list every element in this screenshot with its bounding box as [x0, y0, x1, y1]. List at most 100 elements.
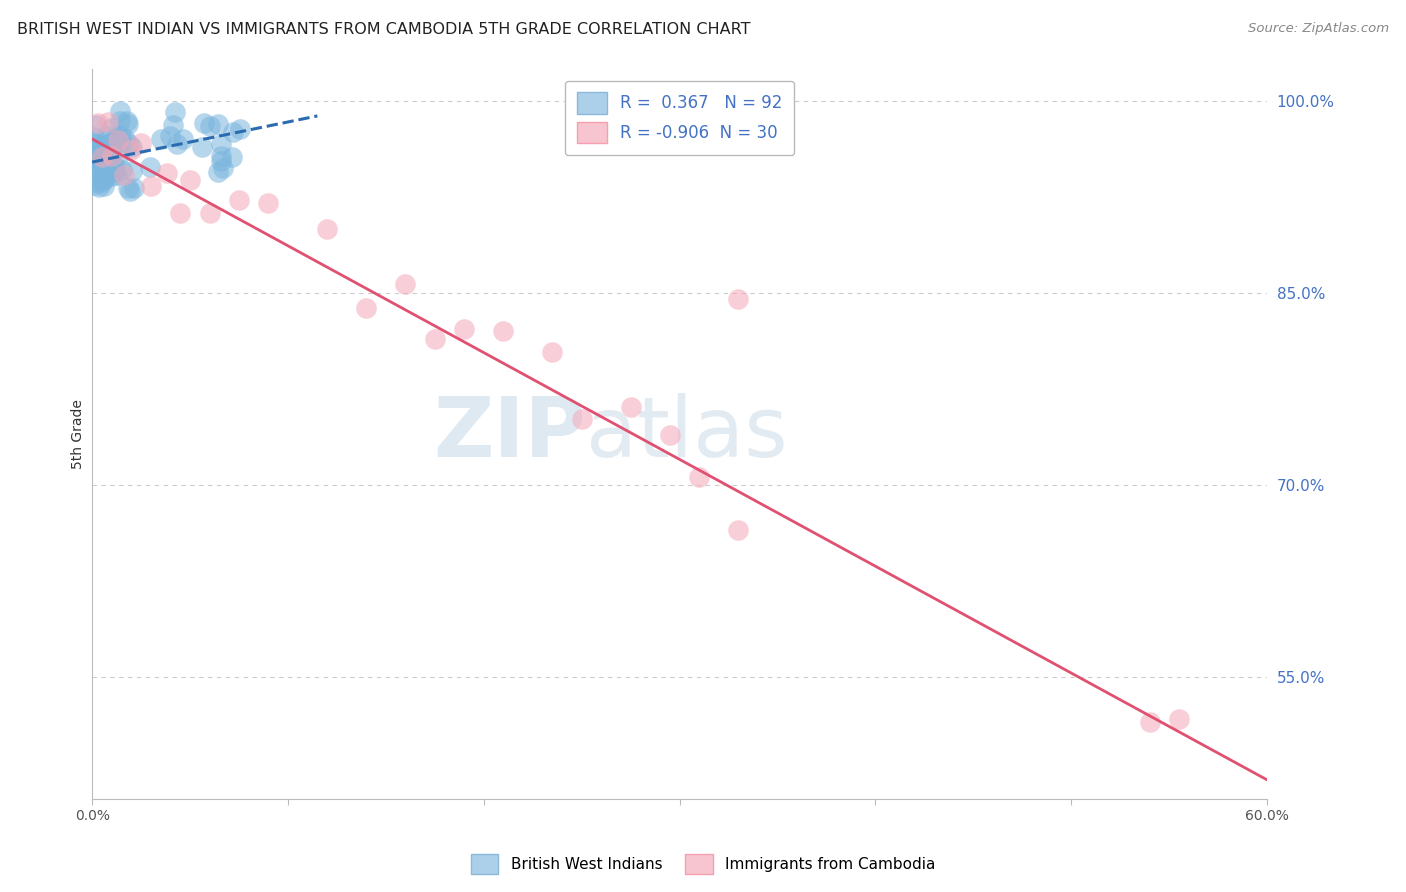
Point	[83, 147, 105, 161]
Point	[122, 181, 145, 195]
Point	[1139, 715, 1161, 730]
Point	[103, 164, 125, 178]
Point	[541, 344, 564, 359]
Point	[688, 469, 710, 483]
Point	[100, 141, 122, 155]
Point	[91, 158, 114, 172]
Legend: R =  0.367   N = 92, R = -0.906  N = 30: R = 0.367 N = 92, R = -0.906 N = 30	[565, 80, 794, 155]
Point	[84, 158, 107, 172]
Point	[159, 128, 181, 143]
Point	[94, 144, 117, 158]
Point	[83, 178, 105, 193]
Point	[97, 138, 120, 153]
Point	[91, 155, 114, 169]
Point	[169, 205, 191, 219]
Point	[110, 114, 132, 128]
Text: Source: ZipAtlas.com: Source: ZipAtlas.com	[1249, 22, 1389, 36]
Point	[139, 179, 162, 194]
Point	[83, 136, 105, 150]
Point	[100, 139, 122, 153]
Point	[209, 137, 232, 152]
Point	[89, 162, 111, 177]
Point	[96, 149, 118, 163]
Point	[316, 221, 339, 235]
Point	[89, 156, 111, 170]
Point	[83, 129, 105, 144]
Point	[87, 116, 110, 130]
Point	[101, 169, 124, 184]
Point	[211, 149, 233, 163]
Point	[97, 151, 120, 165]
Text: ZIP: ZIP	[433, 393, 586, 475]
Point	[91, 136, 114, 151]
Point	[117, 137, 139, 152]
Point	[229, 122, 252, 136]
Point	[91, 173, 114, 187]
Point	[86, 161, 108, 175]
Point	[100, 121, 122, 136]
Point	[103, 139, 125, 153]
Point	[727, 523, 749, 537]
Point	[110, 128, 132, 143]
Point	[727, 292, 749, 306]
Point	[98, 160, 121, 174]
Point	[93, 155, 115, 169]
Point	[198, 206, 221, 220]
Point	[107, 133, 129, 147]
Point	[100, 147, 122, 161]
Text: atlas: atlas	[586, 393, 787, 475]
Point	[98, 162, 121, 177]
Point	[93, 146, 115, 161]
Point	[83, 140, 105, 154]
Point	[105, 169, 128, 183]
Point	[93, 171, 115, 186]
Point	[117, 117, 139, 131]
Point	[90, 176, 112, 190]
Point	[1167, 712, 1189, 726]
Point	[93, 179, 115, 194]
Text: BRITISH WEST INDIAN VS IMMIGRANTS FROM CAMBODIA 5TH GRADE CORRELATION CHART: BRITISH WEST INDIAN VS IMMIGRANTS FROM C…	[17, 22, 751, 37]
Point	[423, 332, 446, 346]
Point	[104, 131, 127, 145]
Point	[103, 160, 125, 174]
Point	[111, 163, 134, 178]
Point	[96, 160, 118, 174]
Point	[163, 105, 186, 120]
Point	[207, 165, 229, 179]
Legend: British West Indians, Immigrants from Cambodia: British West Indians, Immigrants from Ca…	[465, 848, 941, 880]
Point	[87, 179, 110, 194]
Point	[94, 158, 117, 172]
Point	[453, 322, 475, 336]
Point	[191, 140, 214, 154]
Point	[91, 150, 114, 164]
Point	[86, 136, 108, 151]
Y-axis label: 5th Grade: 5th Grade	[72, 399, 86, 468]
Point	[98, 158, 121, 172]
Point	[97, 115, 120, 129]
Point	[172, 132, 194, 146]
Point	[87, 157, 110, 171]
Point	[108, 104, 131, 119]
Point	[129, 136, 152, 150]
Point	[162, 118, 184, 132]
Point	[155, 166, 177, 180]
Point	[86, 146, 108, 161]
Point	[96, 128, 118, 143]
Point	[108, 147, 131, 161]
Point	[198, 119, 221, 133]
Point	[209, 153, 232, 168]
Point	[658, 428, 681, 442]
Point	[84, 118, 107, 132]
Point	[121, 164, 143, 178]
Point	[112, 169, 135, 183]
Point	[222, 125, 245, 139]
Point	[120, 184, 142, 198]
Point	[492, 324, 515, 338]
Point	[101, 136, 124, 150]
Point	[571, 412, 593, 426]
Point	[138, 160, 160, 174]
Point	[96, 154, 118, 169]
Point	[221, 150, 243, 164]
Point	[120, 143, 142, 157]
Point	[87, 150, 110, 164]
